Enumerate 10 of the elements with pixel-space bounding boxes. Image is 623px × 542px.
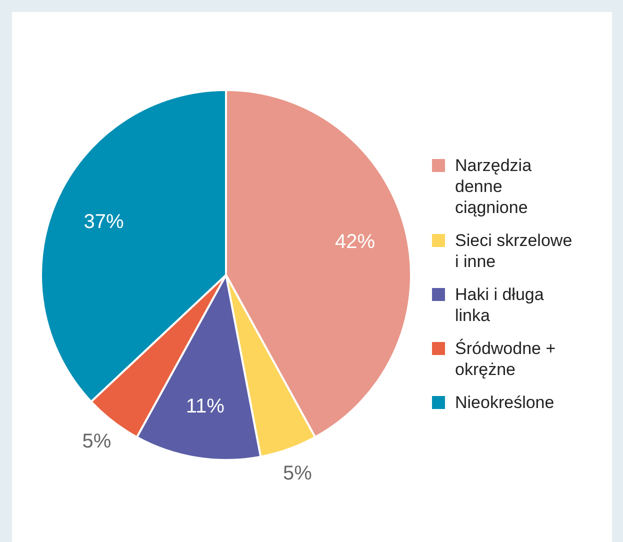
legend-label: Śródwodne + okrężne xyxy=(455,338,557,380)
legend-label: Haki i długa linka xyxy=(455,284,545,326)
data-label: 5% xyxy=(82,430,112,453)
data-label: 5% xyxy=(283,462,312,485)
legend-label: Narzędzia denne ciągnione xyxy=(455,155,533,218)
data-label: 11% xyxy=(186,396,225,418)
legend-label: Nieokreślone xyxy=(455,392,556,413)
data-label: 37% xyxy=(84,211,124,234)
legend-label: Sieci skrzelowe i inne xyxy=(455,230,574,272)
data-label: 42% xyxy=(335,230,376,253)
